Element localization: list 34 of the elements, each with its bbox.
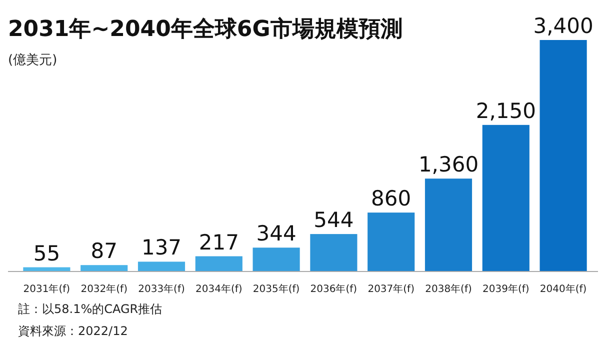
data-label: 217 — [198, 230, 239, 254]
x-tick-label: 2034年(f) — [196, 283, 242, 295]
chart-title: 2031年~2040年全球6G市場規模預測 — [8, 16, 402, 42]
bar — [424, 178, 472, 271]
bar — [310, 234, 358, 271]
text: 註：以58.1%的CAGR推估 — [18, 302, 162, 316]
x-tick-label: 2031年(f) — [23, 283, 70, 295]
x-tick-label: 2039年(f) — [482, 283, 530, 295]
bar — [138, 262, 186, 271]
x-tick-label: 2037年(f) — [368, 283, 415, 295]
bar — [540, 40, 587, 271]
x-tick-label: 2036年(f) — [310, 283, 358, 295]
data-label: 544 — [314, 208, 354, 232]
source-note: 資料來源：2022/12 — [18, 324, 128, 338]
bar — [80, 265, 128, 271]
x-tick-label: 2038年(f) — [425, 283, 472, 295]
data-label: 3,400 — [533, 14, 594, 38]
bar — [482, 124, 530, 271]
x-tick-label: 2032年(f) — [80, 283, 128, 295]
data-label: 2,150 — [476, 98, 536, 123]
bar — [252, 248, 300, 271]
data-label: 137 — [141, 236, 182, 260]
data-label: 344 — [256, 222, 296, 246]
x-tick-label: 2033年(f) — [138, 283, 185, 295]
data-label: 87 — [90, 239, 118, 264]
bar — [368, 212, 415, 271]
x-tick-label: 2035年(f) — [252, 283, 300, 295]
x-tick-label: 2040年(f) — [540, 283, 587, 295]
bar — [23, 267, 70, 271]
bar — [195, 256, 242, 271]
data-label: 1,360 — [418, 152, 479, 177]
data-label: 55 — [33, 241, 60, 266]
data-label: 860 — [371, 186, 412, 211]
text: (億美元) — [8, 52, 58, 68]
